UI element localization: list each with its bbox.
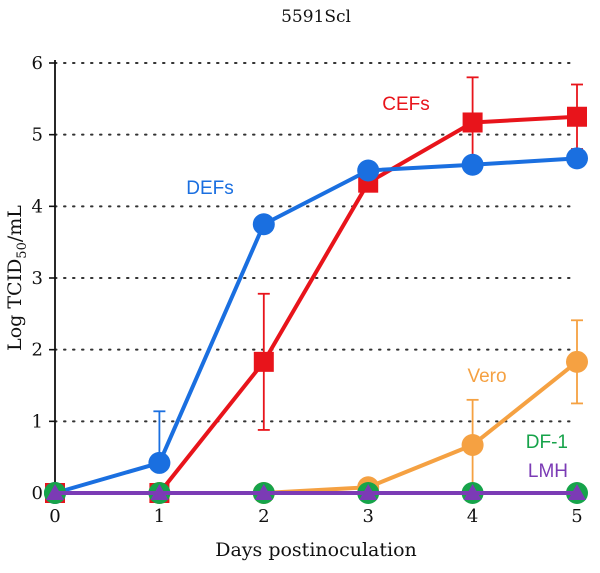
point-lmh-5 (568, 484, 586, 500)
x-tick-label-2: 2 (258, 506, 269, 527)
series-cefs (45, 76, 587, 503)
point-vero-5 (566, 350, 588, 373)
x-tick-label-5: 5 (571, 506, 582, 527)
series-label-cefs: CEFs (382, 94, 430, 115)
grid (54, 62, 578, 423)
x-tick-label-3: 3 (362, 506, 373, 527)
point-vero-4 (461, 433, 484, 456)
y-tick-label-2: 2 (32, 340, 43, 361)
y-tick-label-5: 5 (32, 125, 43, 146)
series-label-defs: DEFs (186, 178, 234, 199)
point-lmh-0 (46, 484, 64, 500)
point-lmh-4 (463, 484, 482, 500)
series-label-vero: Vero (467, 366, 506, 387)
series-line-defs (53, 156, 579, 495)
x-tick-label-4: 4 (467, 506, 478, 527)
y-tick-label-0: 0 (32, 483, 43, 504)
y-axis-title-subscript: 50 (15, 242, 30, 259)
point-lmh-2 (254, 484, 273, 500)
y-tick-label-1: 1 (32, 411, 43, 432)
y-tick-label-3: 3 (32, 268, 43, 289)
tick-labels: 0 1 2 3 4 5 6 0 1 2 3 4 5 (32, 53, 583, 527)
y-tick-label-6: 6 (32, 53, 43, 74)
series-lmh (46, 484, 586, 500)
chart-title: 5591Scl (281, 7, 351, 27)
series-defs (44, 147, 588, 504)
point-defs-1 (148, 451, 171, 474)
point-cefs-5 (567, 106, 587, 127)
point-defs-3 (357, 159, 380, 182)
series-vero (44, 319, 588, 504)
point-defs-5 (566, 147, 588, 170)
series-label-df-1: DF-1 (526, 432, 568, 453)
point-lmh-1 (150, 484, 169, 500)
x-tick-label-0: 0 (49, 506, 60, 527)
point-lmh-3 (359, 484, 378, 500)
x-axis-title: Days postinoculation (215, 539, 417, 561)
series-layer (44, 76, 588, 504)
series-labels: Vero CEFs DEFs DF-1 LMH (186, 94, 568, 482)
point-defs-2 (252, 213, 275, 236)
point-cefs-2 (253, 351, 274, 372)
series-label-lmh: LMH (528, 461, 568, 482)
point-defs-4 (461, 153, 484, 176)
y-axis-title-tail: /mL (4, 205, 26, 242)
series-line-cefs (53, 114, 579, 495)
y-axis-title: Log TCID50/mL (4, 205, 30, 351)
y-axis-title-main: Log TCID (4, 259, 26, 351)
x-tick-label-1: 1 (154, 506, 165, 527)
point-cefs-4 (462, 112, 483, 133)
y-tick-label-4: 4 (32, 196, 43, 217)
